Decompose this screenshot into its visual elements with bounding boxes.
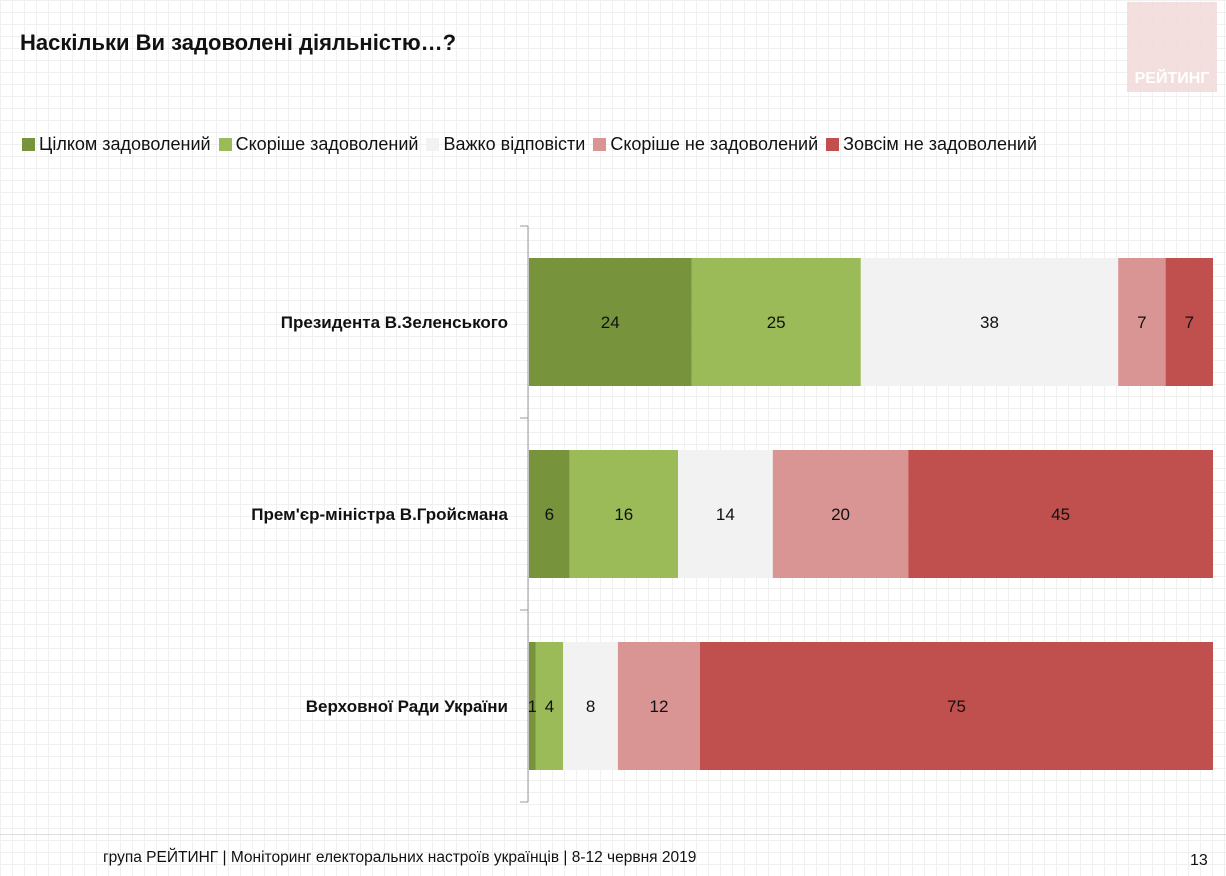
logo: РЕЙТИНГ xyxy=(1127,2,1217,92)
category-label: Верховної Ради України xyxy=(306,697,508,716)
data-label: 7 xyxy=(1137,313,1146,332)
bar-segment xyxy=(563,642,618,770)
data-label: 75 xyxy=(947,697,966,716)
bar-segment xyxy=(529,642,536,770)
legend-item: Скоріше не задоволений xyxy=(593,134,818,155)
data-label: 7 xyxy=(1185,313,1194,332)
legend-swatch xyxy=(426,138,440,151)
category-label: Президента В.Зеленського xyxy=(281,313,508,332)
bar-segment xyxy=(860,258,1119,386)
data-label: 14 xyxy=(716,505,735,524)
legend-label: Скоріше задоволений xyxy=(235,134,419,154)
page-title: Наскільки Ви задоволені діяльністю…? xyxy=(20,30,457,55)
legend-swatch xyxy=(826,138,840,151)
legend-item: Цілком задоволений xyxy=(22,134,211,155)
category-label: Прем'єр-міністра В.Гройсмана xyxy=(251,505,508,524)
footer-divider xyxy=(0,834,1226,835)
bar-segment xyxy=(535,642,564,770)
legend-item: Важко відповісти xyxy=(426,134,585,155)
legend-item: Скоріше задоволений xyxy=(218,134,419,155)
data-label: 38 xyxy=(980,313,999,332)
data-label: 24 xyxy=(601,313,620,332)
bar-segment xyxy=(617,642,700,770)
data-label: 8 xyxy=(586,697,595,716)
legend-label: Скоріше не задоволений xyxy=(610,134,819,154)
bar-segment xyxy=(1165,258,1213,386)
bar-segment xyxy=(569,450,678,578)
bar-segment xyxy=(529,258,692,386)
legend-label: Цілком задоволений xyxy=(39,134,211,154)
bar-segment xyxy=(691,258,861,386)
legend: Цілком задоволений Скоріше задоволений Важ… xyxy=(22,134,1045,155)
data-label: 1 xyxy=(528,697,537,716)
data-label: 16 xyxy=(614,505,633,524)
data-label: 12 xyxy=(649,697,668,716)
logo-text: РЕЙТИНГ xyxy=(1134,70,1210,87)
footer-text: група РЕЙТИНГ | Моніторинг електоральних… xyxy=(103,849,697,866)
data-label: 20 xyxy=(831,505,850,524)
legend-label: Зовсім не задоволений xyxy=(843,134,1038,154)
bar-segment xyxy=(677,450,773,578)
bar-segment xyxy=(700,642,1213,770)
legend-swatch xyxy=(593,138,607,151)
data-label: 4 xyxy=(545,697,554,716)
data-label: 45 xyxy=(1051,505,1070,524)
data-label: 6 xyxy=(545,505,554,524)
legend-swatch xyxy=(218,138,232,151)
page-number: 13 xyxy=(1190,852,1208,869)
legend-item: Зовсім не задоволений xyxy=(826,134,1037,155)
bar-segment xyxy=(772,450,909,578)
legend-swatch xyxy=(22,138,35,151)
legend-label: Важко відповісти xyxy=(443,134,586,154)
bar-segment xyxy=(1118,258,1166,386)
bar-segment xyxy=(529,450,570,578)
data-label: 25 xyxy=(767,313,786,332)
bar-segment xyxy=(908,450,1213,578)
